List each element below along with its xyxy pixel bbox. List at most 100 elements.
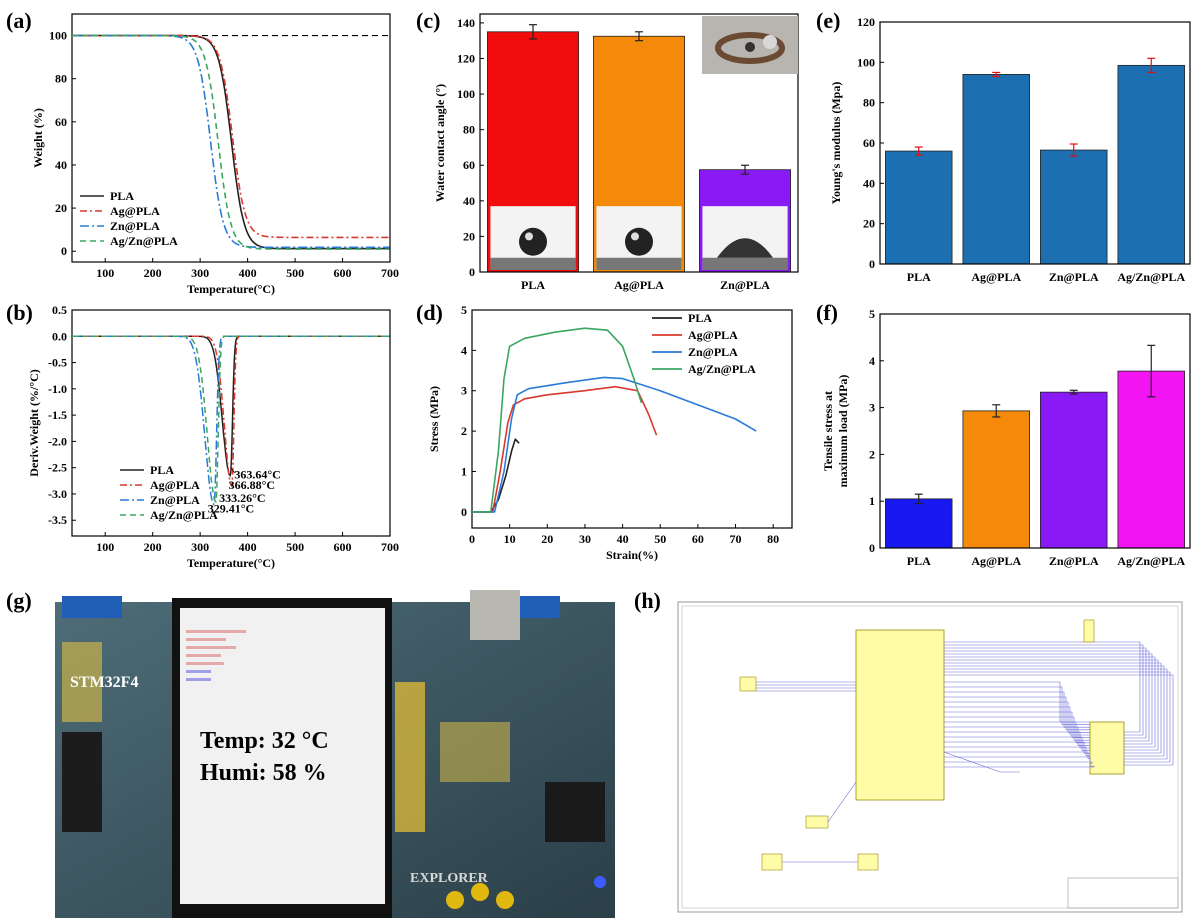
panel-label-c: (c) [416,8,440,33]
inset-drop [763,35,777,49]
wire [944,731,1090,749]
y-tick-label: 20 [463,229,475,243]
y-tick-label: 0.0 [52,329,67,343]
x-axis-label: Temperature(°C) [187,556,275,570]
button [446,891,464,909]
legend-entry: Ag@PLA [150,478,200,492]
wire [944,721,1090,744]
y-tick-label: 0 [469,265,475,279]
wire [944,674,1174,766]
legend-entry: PLA [688,311,712,325]
x-tick-label: Ag@PLA [614,278,664,292]
legend-entry: Ag/Zn@PLA [150,508,218,522]
plot-frame [879,313,1191,549]
panel-label-h: (h) [634,588,661,613]
y-axis-label: Tensile stress atmaximum load (MPa) [821,375,850,488]
component [857,853,879,871]
x-tick-label: 10 [504,532,516,546]
x-tick-label: 300 [191,540,209,554]
y-tick-label: 2 [869,447,875,461]
bar-Zn@PLA [1040,149,1108,265]
bar-Ag@PLA [962,410,1030,549]
wire [944,641,1141,733]
y-axis-label: Deriv.Weight (%/°C) [27,369,41,476]
legend-entry: Zn@PLA [110,219,160,233]
x-tick-label: PLA [521,278,545,292]
plot-frame [479,13,799,273]
x-tick-label: 40 [617,532,629,546]
panel-label-e: (e) [816,8,840,33]
y-tick-label: 40 [55,158,67,172]
peak-annotation: 363.64°C [234,467,280,481]
y-tick-label: -1.5 [48,408,67,422]
legend-entry: Ag/Zn@PLA [110,234,178,248]
y-tick-label: 60 [55,115,67,129]
x-tick-label: 400 [239,540,257,554]
wire [943,751,1020,773]
series-line-Ag/Zn@PLA [72,335,390,504]
x-tick-label: 50 [654,532,666,546]
title-block [1067,877,1179,909]
connector [62,596,122,618]
x-tick-label: PLA [907,554,931,568]
button [496,891,514,909]
x-tick-label: 70 [730,532,742,546]
x-tick-label: 500 [286,266,304,280]
y-tick-label: 80 [55,72,67,86]
x-tick-label: 80 [767,532,779,546]
legend-entry: PLA [150,463,174,477]
series-line-PLA [72,335,390,478]
y-tick-label: 0 [869,257,875,271]
bar-Ag@PLA [962,74,1030,265]
header-pins [395,682,425,832]
x-tick-label: 700 [381,540,399,554]
y-axis-label: Young's modulus (Mpa) [829,82,843,205]
x-tick-label: 200 [144,266,162,280]
substrate [702,257,788,270]
peak-annotation: 333.26°C [219,491,265,505]
x-tick-label: Ag/Zn@PLA [1117,554,1185,568]
y-axis-label: Stress (MPa) [427,386,441,452]
y-tick-label: 0 [61,244,67,258]
mcu-chip [855,629,945,801]
x-tick-label: 300 [191,266,209,280]
legend-entry: Ag@PLA [110,204,160,218]
y-tick-label: 0 [869,541,875,555]
legend-entry: Ag@PLA [688,328,738,342]
peak-annotation: 329.41°C [208,502,254,516]
plot-frame [71,13,391,263]
annotation-arrow [230,467,236,474]
x-tick-label: 30 [579,532,591,546]
y-tick-label: 60 [463,158,475,172]
wire [944,711,1090,738]
y-axis-label: Water contact angle (°) [433,84,447,202]
droplet-highlight [525,232,533,241]
panel-label-g: (g) [6,588,32,613]
y-tick-label: -3.0 [48,487,67,501]
x-tick-label: 500 [286,540,304,554]
y-tick-label: 120 [457,51,475,65]
component [739,676,757,692]
droplet-highlight [631,232,639,241]
plot-frame [71,309,391,537]
bar-Ag/Zn@PLA [1117,64,1185,265]
wire [944,647,1147,739]
legend-entry: Zn@PLA [150,493,200,507]
bar-PLA [885,498,953,549]
photo-g: (g) STM32F4 EXPLORER [0,582,620,918]
y-tick-label: 40 [863,176,875,190]
chart-c: (c) PLA Ag@PLA Zn@PLA 0 20 40 60 80 100 120 140 Wat… [416,8,799,292]
y-tick-label: -2.5 [48,461,67,475]
wire [944,668,1168,760]
wire [944,650,1150,742]
legend-entry: PLA [110,189,134,203]
header-pins [62,642,102,722]
y-tick-label: -0.5 [48,356,67,370]
y-axis-label: Weight (%) [31,108,45,168]
y-tick-label: -3.5 [48,513,67,527]
button [471,883,489,901]
y-tick-label: 3 [869,401,875,415]
y-tick-label: 100 [457,87,475,101]
wire [827,781,857,823]
connector [520,596,560,618]
